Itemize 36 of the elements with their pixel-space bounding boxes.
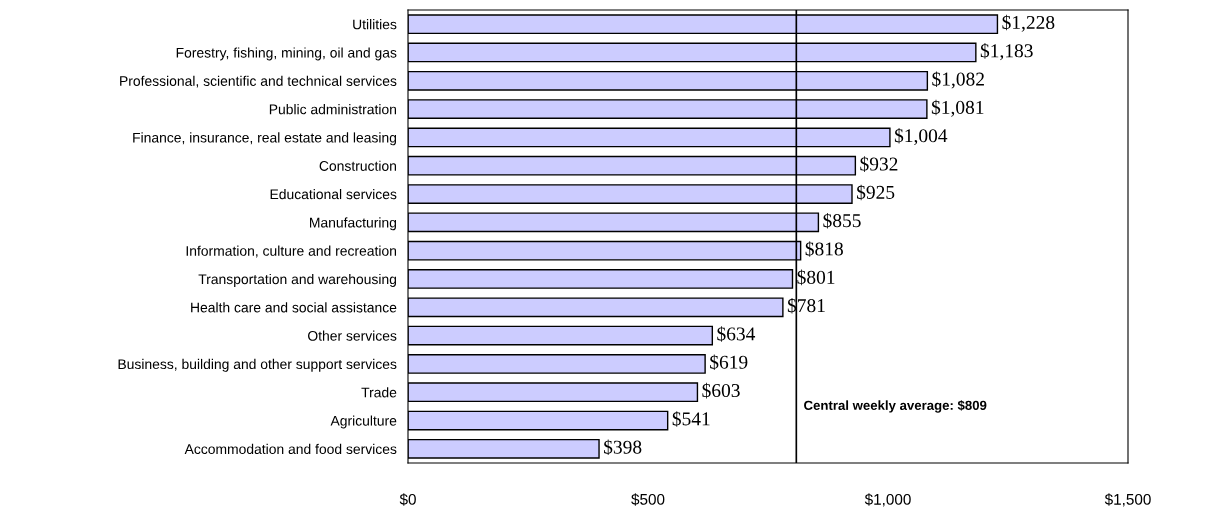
data-label: $634 (717, 326, 756, 342)
data-label: $801 (797, 269, 835, 286)
x-tick-label: $500 (631, 493, 665, 506)
y-tick-label: Manufacturing (310, 217, 396, 231)
y-tick-label: Public administration (269, 104, 396, 115)
x-tick-label: $1,500 (1104, 493, 1151, 507)
data-label: $925 (857, 184, 895, 201)
data-label: $619 (710, 354, 748, 371)
ref-line-label: Central weekly average: $809 (804, 400, 987, 413)
y-tick-label: Educational services (270, 189, 397, 200)
y-tick-label: Utilities (353, 19, 397, 30)
data-label: $603 (702, 382, 740, 399)
data-label: $398 (604, 439, 642, 455)
y-tick-label: Forestry, fishing, mining, oil and gas (176, 47, 397, 61)
y-tick-label: Professional, scientific and technical services (120, 75, 397, 88)
y-tick-label: Finance, insurance, real estate and leasing (133, 132, 397, 146)
data-label: $1,082 (932, 71, 984, 89)
data-label: $855 (823, 212, 861, 229)
data-label: $1,183 (980, 43, 1033, 61)
y-tick-label: Accommodation and food services (184, 443, 397, 455)
data-label: $1,081 (931, 99, 984, 117)
y-tick-label: Health care and social assistance (191, 302, 397, 313)
data-label: $1,004 (894, 128, 948, 146)
y-tick-label: Transportation and warehousing (198, 273, 397, 287)
y-tick-label: Construction (319, 160, 396, 171)
y-tick-label: Other services (308, 330, 397, 341)
x-tick-label: $1,000 (864, 493, 911, 507)
y-tick-label: Information, culture and recreation (186, 245, 396, 258)
x-tick-label: $0 (399, 493, 416, 506)
y-tick-label: Agriculture (330, 415, 397, 429)
data-label: $541 (672, 411, 710, 427)
y-tick-label: Trade (361, 387, 397, 398)
data-label: $932 (860, 156, 898, 172)
data-label: $1,228 (1002, 14, 1055, 32)
data-label: $818 (805, 241, 843, 257)
y-tick-label: Business, building and other support services (118, 358, 397, 372)
